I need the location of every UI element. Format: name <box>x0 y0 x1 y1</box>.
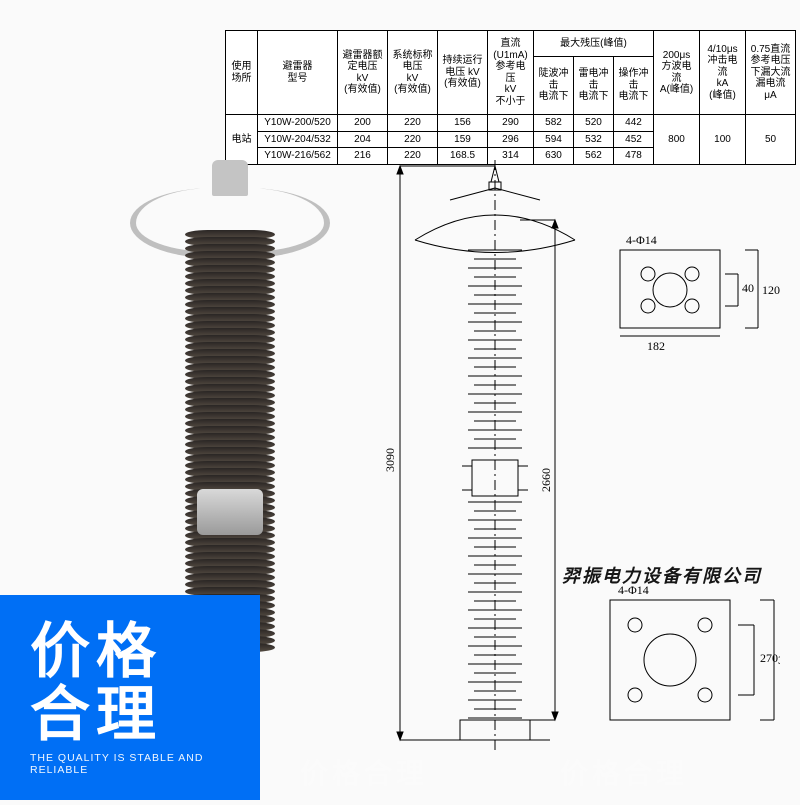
hdr-switch: 操作冲击电流下 <box>614 57 654 115</box>
technical-drawing: 3090 2660 4-Φ14 40 120 182 4-Φ14 270 340 <box>380 160 780 800</box>
dim-340: 340 <box>778 653 780 667</box>
hdr-leak: 0.75直流参考电压下漏大流漏电流μA <box>746 31 796 115</box>
hdr-cont: 持续运行电压 kV(有效值) <box>438 31 488 115</box>
cell: 532 <box>574 131 614 148</box>
cell: Y10W-200/520 <box>258 115 338 132</box>
cell: 582 <box>534 115 574 132</box>
mid-clamp-icon <box>197 489 263 535</box>
dim-insulator: 2660 <box>539 468 553 492</box>
hdr-resid: 最大残压(峰值) <box>534 31 654 57</box>
hdr-use: 使用场所 <box>226 31 258 115</box>
hdr-model: 避雷器型号 <box>258 31 338 115</box>
price-banner: 价格 合理 THE QUALITY IS STABLE AND RELIABLE <box>0 595 260 800</box>
spec-table-body: 电站 Y10W-200/520 200 220 156 290 582 520 … <box>226 115 796 165</box>
cell: 100 <box>700 115 746 165</box>
banner-line2: 合理 <box>30 683 260 746</box>
dim-270: 270 <box>760 651 778 665</box>
banner-sub: THE QUALITY IS STABLE AND RELIABLE <box>30 752 260 776</box>
dim-overall: 3090 <box>383 448 397 472</box>
hdr-dc: 直流(U1mA)参考电压kV不小于 <box>488 31 534 115</box>
hdr-200us: 200μs方波电流A(峰值) <box>654 31 700 115</box>
dim-182: 182 <box>647 339 665 353</box>
dim-40: 40 <box>742 281 754 295</box>
hdr-sys: 系统标称电压kV(有效值) <box>388 31 438 115</box>
cell: 296 <box>488 131 534 148</box>
hdr-rated: 避雷器额定电压kV(有效值) <box>338 31 388 115</box>
cell: 156 <box>438 115 488 132</box>
cell: 800 <box>654 115 700 165</box>
cell: 290 <box>488 115 534 132</box>
row-label: 电站 <box>226 115 258 165</box>
cell: 594 <box>534 131 574 148</box>
hdr-light: 雷电冲击电流下 <box>574 57 614 115</box>
cell: Y10W-204/532 <box>258 131 338 148</box>
cell: 220 <box>388 115 438 132</box>
hdr-410us: 4/10μs冲击电流kA(峰值) <box>700 31 746 115</box>
cell: 220 <box>388 131 438 148</box>
cell: 50 <box>746 115 796 165</box>
cell: 520 <box>574 115 614 132</box>
dim-120: 120 <box>762 283 780 297</box>
spec-table: 使用场所 避雷器型号 避雷器额定电压kV(有效值) 系统标称电压kV(有效值) … <box>225 30 796 165</box>
hdr-steep: 陡波冲击电流下 <box>534 57 574 115</box>
company-name: 羿振电力设备有限公司 <box>562 562 762 588</box>
cell: 204 <box>338 131 388 148</box>
dim-hole-top: 4-Φ14 <box>626 233 657 247</box>
cell: 159 <box>438 131 488 148</box>
banner-line1: 价格 <box>30 620 260 683</box>
cell: 442 <box>614 115 654 132</box>
cell: 452 <box>614 131 654 148</box>
cell: 200 <box>338 115 388 132</box>
table-row: 电站 Y10W-200/520 200 220 156 290 582 520 … <box>226 115 796 132</box>
